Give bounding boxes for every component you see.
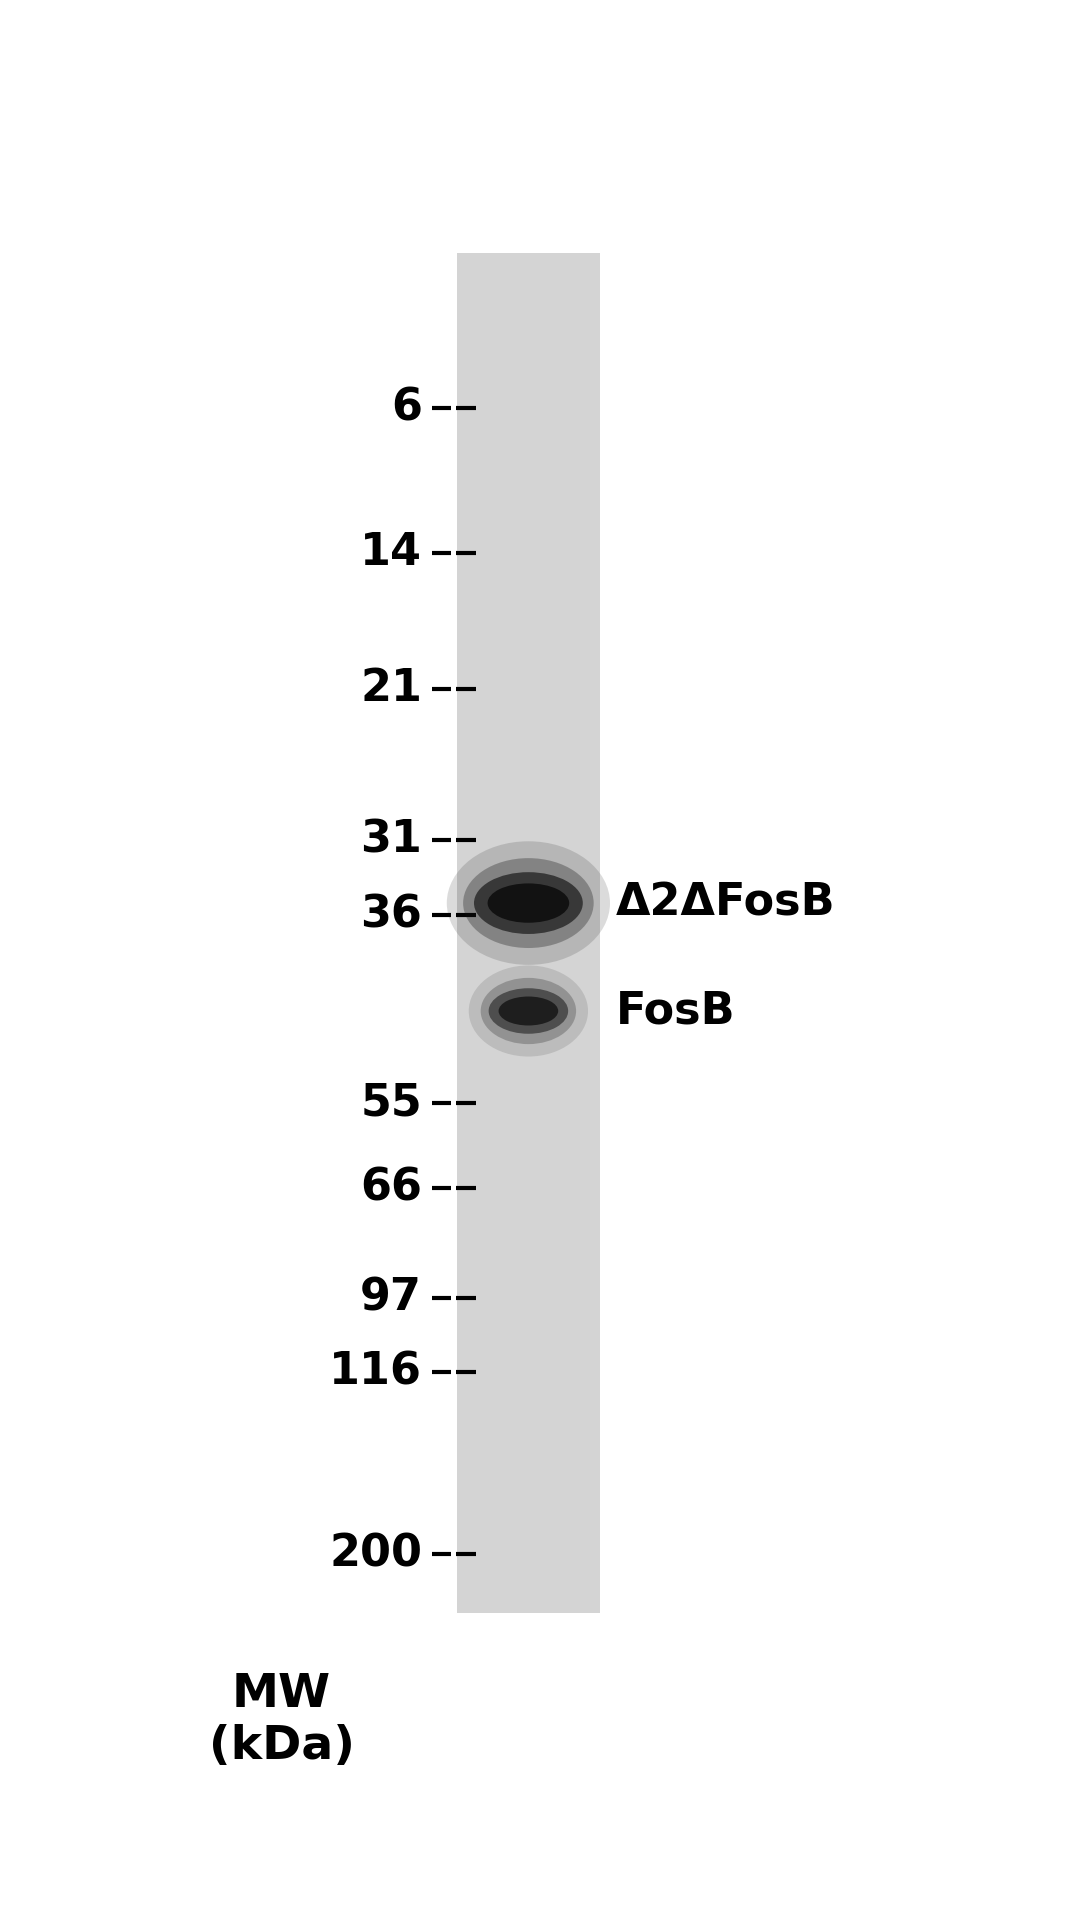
Text: 6: 6 xyxy=(391,386,422,430)
Bar xyxy=(457,253,599,1613)
Ellipse shape xyxy=(499,996,558,1025)
Text: Δ2ΔFosB: Δ2ΔFosB xyxy=(617,881,836,925)
Ellipse shape xyxy=(488,989,568,1033)
Text: FosB: FosB xyxy=(617,989,735,1033)
Ellipse shape xyxy=(474,872,583,933)
Text: 21: 21 xyxy=(360,668,422,710)
Ellipse shape xyxy=(469,966,588,1056)
Ellipse shape xyxy=(447,841,610,966)
Ellipse shape xyxy=(463,858,594,948)
Ellipse shape xyxy=(487,883,569,924)
Text: 200: 200 xyxy=(329,1532,422,1574)
Text: 14: 14 xyxy=(360,532,422,574)
Text: 55: 55 xyxy=(361,1081,422,1123)
Text: 66: 66 xyxy=(360,1167,422,1210)
Ellipse shape xyxy=(481,977,576,1044)
Text: 116: 116 xyxy=(329,1350,422,1394)
Text: 36: 36 xyxy=(361,893,422,937)
Text: 97: 97 xyxy=(361,1277,422,1319)
Text: MW
(kDa): MW (kDa) xyxy=(208,1672,354,1768)
Text: 31: 31 xyxy=(361,818,422,860)
